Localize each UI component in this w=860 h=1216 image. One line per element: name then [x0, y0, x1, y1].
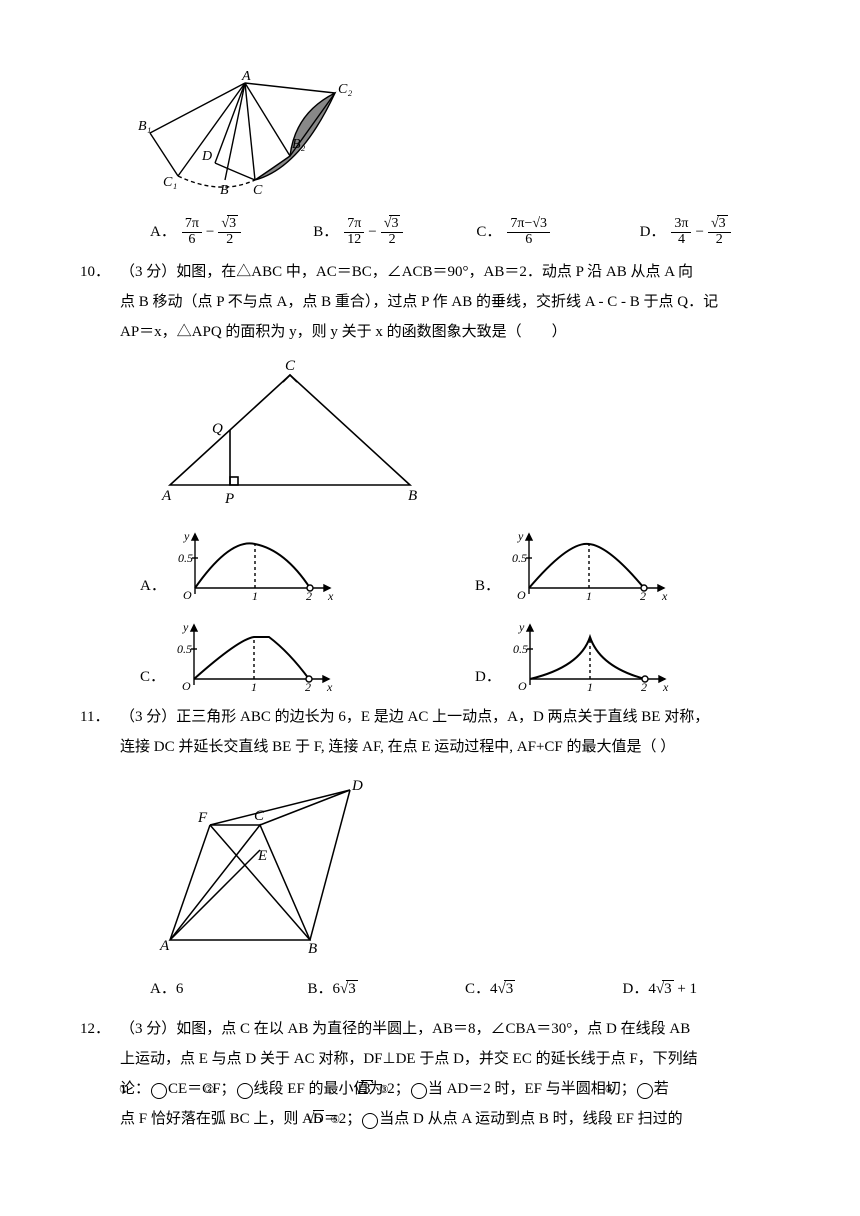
svg-text:2: 2 — [641, 680, 647, 692]
q9-choice-A: A． 7π6 − 32 — [150, 217, 309, 247]
q9-diagram: A B₁ C₁ D B C B₂ C₂ — [120, 68, 780, 209]
circled-5: ⑤ — [362, 1113, 378, 1129]
svg-text:F: F — [197, 810, 208, 826]
q11-choice-B: B．63 — [308, 974, 466, 1004]
q9-choices: A． 7π6 − 32 B． 7π12 − 32 C． 7π−√36 D． 3π… — [150, 217, 780, 247]
q10-opt-C: C． 0.5O12xy — [140, 617, 445, 692]
q11-choice-A: A．6 — [150, 974, 308, 1004]
q9-label-A: A — [241, 69, 251, 84]
svg-text:C: C — [254, 808, 265, 824]
svg-text:C: C — [285, 358, 296, 374]
q10-opt-D: D． 0.5O12xy — [475, 617, 780, 692]
svg-text:Q: Q — [212, 421, 223, 437]
svg-text:0.5: 0.5 — [177, 642, 192, 656]
svg-text:1: 1 — [252, 589, 258, 601]
svg-text:x: x — [662, 680, 669, 692]
svg-text:E: E — [257, 848, 267, 864]
q10-opt-B: B． 0.5O12xy — [475, 526, 780, 601]
svg-text:2: 2 — [640, 589, 646, 601]
svg-text:B: B — [408, 488, 417, 504]
circled-4: ④ — [637, 1083, 653, 1099]
svg-text:O: O — [517, 588, 526, 601]
svg-text:A: A — [161, 488, 172, 504]
svg-text:x: x — [327, 589, 334, 601]
q11-choices: A．6 B．63 C．43 D．43 + 1 — [150, 974, 780, 1004]
circled-2: ② — [237, 1083, 253, 1099]
svg-text:1: 1 — [586, 589, 592, 601]
q9-choice-D: D． 3π4 − 32 — [640, 217, 780, 247]
svg-text:O: O — [183, 588, 192, 601]
q12-text: 12．（3 分）如图，点 C 在以 AB 为直径的半圆上，AB＝8，∠CBA＝3… — [80, 1014, 780, 1134]
svg-text:P: P — [224, 491, 234, 505]
svg-text:D: D — [351, 778, 363, 794]
q11-choice-D: D．43 + 1 — [623, 974, 781, 1004]
svg-text:2: 2 — [305, 680, 311, 692]
svg-text:O: O — [518, 679, 527, 692]
svg-text:B: B — [308, 941, 317, 955]
q9-label-D: D — [201, 149, 212, 164]
svg-text:0.5: 0.5 — [178, 551, 193, 565]
q10-graph-options: A． 0.5O12xy B． 0.5O12xy — [140, 526, 780, 692]
svg-text:0.5: 0.5 — [513, 642, 528, 656]
svg-text:y: y — [182, 620, 189, 634]
q9-choice-B: B． 7π12 − 32 — [313, 217, 472, 247]
svg-text:x: x — [661, 589, 668, 601]
q9-label-C: C — [253, 183, 263, 198]
svg-text:1: 1 — [587, 680, 593, 692]
circled-3: ③ — [411, 1083, 427, 1099]
q9-label-C1: C₁ — [163, 175, 177, 190]
q9-label-C2: C₂ — [338, 82, 352, 97]
q9-label-B1: B₁ — [138, 119, 151, 134]
svg-text:A: A — [159, 938, 170, 954]
q10-text: 10．（3 分）如图，在△ABC 中，AC＝BC，∠ACB＝90°，AB＝2．动… — [80, 257, 780, 347]
circled-1: ① — [151, 1083, 167, 1099]
svg-text:y: y — [183, 529, 190, 543]
q9-label-B: B — [220, 183, 229, 198]
svg-text:y: y — [518, 620, 525, 634]
q11-choice-C: C．43 — [465, 974, 623, 1004]
svg-text:x: x — [326, 680, 333, 692]
q10-opt-A: A． 0.5O12xy — [140, 526, 445, 601]
q9-label-B2: B₂ — [292, 137, 306, 152]
q11-text: 11．（3 分）正三角形 ABC 的边长为 6，E 是边 AC 上一动点，A，D… — [80, 702, 780, 762]
svg-text:1: 1 — [251, 680, 257, 692]
svg-text:0.5: 0.5 — [512, 551, 527, 565]
q10-triangle-diagram: A B C P Q — [150, 355, 780, 516]
svg-text:O: O — [182, 679, 191, 692]
q9-choice-C: C． 7π−√36 — [476, 217, 635, 247]
q11-diagram: A B C D E F — [150, 770, 780, 966]
svg-text:2: 2 — [306, 589, 312, 601]
svg-text:y: y — [517, 529, 524, 543]
